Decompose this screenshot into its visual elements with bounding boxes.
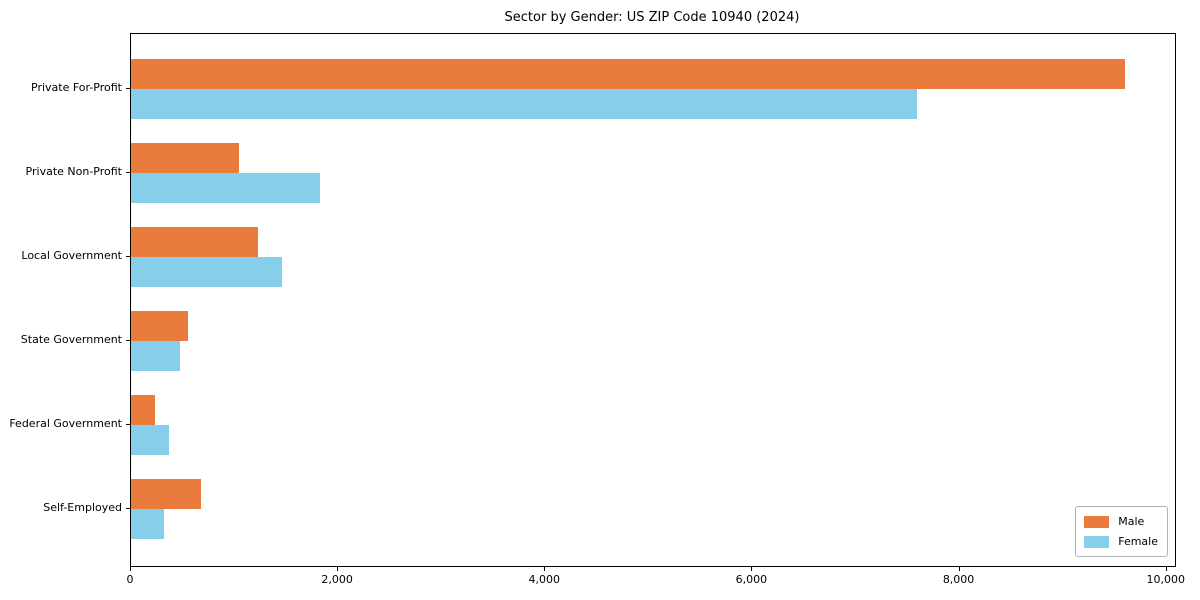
- x-tick-mark: [751, 567, 753, 571]
- x-tick-mark: [544, 567, 546, 571]
- x-tick-mark: [337, 567, 339, 571]
- bar-female-local-government: [131, 257, 282, 287]
- y-tick-mark: [126, 88, 130, 89]
- legend: Male Female: [1075, 506, 1168, 557]
- bar-female-federal-government: [131, 425, 169, 455]
- bar-male-private-non-profit: [131, 143, 239, 173]
- y-tick-label-state-government: State Government: [20, 333, 122, 346]
- y-tick-label-local-government: Local Government: [21, 249, 122, 262]
- bar-male-local-government: [131, 227, 259, 257]
- bar-female-private-for-profit: [131, 89, 918, 119]
- x-tick-label-10000: 10,000: [1146, 573, 1185, 586]
- plot-area: Male Female: [130, 33, 1176, 567]
- y-tick-mark: [126, 424, 130, 425]
- x-tick-label-0: 0: [126, 573, 134, 586]
- bar-male-federal-government: [131, 395, 155, 425]
- y-tick-label-private-non-profit: Private Non-Profit: [25, 165, 122, 178]
- x-tick-label-4000: 4,000: [528, 573, 561, 586]
- bar-female-state-government: [131, 341, 180, 371]
- y-tick-label-federal-government: Federal Government: [9, 417, 122, 430]
- bar-female-private-non-profit: [131, 173, 320, 203]
- y-tick-label-private-for-profit: Private For-Profit: [31, 81, 122, 94]
- x-tick-mark: [958, 567, 960, 571]
- y-tick-mark: [126, 172, 130, 173]
- x-tick-label-8000: 8,000: [942, 573, 975, 586]
- legend-item-female: Female: [1084, 533, 1158, 550]
- x-tick-label-2000: 2,000: [321, 573, 353, 586]
- x-tick-mark: [130, 567, 131, 571]
- legend-swatch-male: [1084, 515, 1110, 528]
- legend-label-female: Female: [1118, 535, 1158, 548]
- bar-male-self-employed: [131, 479, 202, 509]
- y-tick-label-self-employed: Self-Employed: [43, 501, 122, 514]
- x-tick-label-6000: 6,000: [735, 573, 768, 586]
- y-tick-mark: [126, 340, 130, 341]
- chart-title: Sector by Gender: US ZIP Code 10940 (202…: [504, 10, 800, 25]
- legend-label-male: Male: [1118, 515, 1145, 528]
- legend-item-male: Male: [1084, 513, 1158, 530]
- bar-female-self-employed: [131, 509, 164, 539]
- legend-swatch-female: [1084, 535, 1110, 548]
- y-tick-mark: [126, 256, 130, 257]
- x-tick-mark: [1165, 567, 1167, 571]
- y-tick-mark: [126, 508, 130, 509]
- bar-male-state-government: [131, 311, 188, 341]
- bar-male-private-for-profit: [131, 59, 1126, 89]
